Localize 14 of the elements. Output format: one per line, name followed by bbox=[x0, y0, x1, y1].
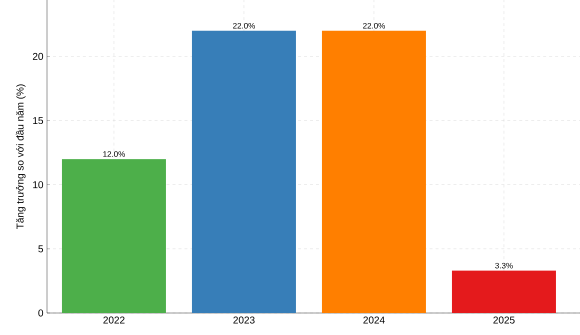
y-tick-label: 20 bbox=[32, 52, 44, 60]
x-tick-label: 2024 bbox=[363, 316, 385, 324]
y-axis-title: Tăng trưởng so với đầu năm (%) bbox=[16, 84, 26, 229]
y-tick-label: 10 bbox=[33, 181, 44, 188]
bar bbox=[452, 270, 556, 313]
x-tick-label: 2025 bbox=[493, 316, 515, 324]
y-tick-label: 5 bbox=[38, 245, 44, 252]
bar bbox=[322, 30, 426, 313]
y-tick-label: 15 bbox=[33, 117, 44, 124]
x-tick-label: 2023 bbox=[233, 316, 255, 324]
bar bbox=[192, 30, 296, 313]
y-tick-label: 0 bbox=[38, 309, 44, 317]
bar bbox=[62, 159, 166, 313]
x-tick-label: 2022 bbox=[103, 316, 125, 324]
